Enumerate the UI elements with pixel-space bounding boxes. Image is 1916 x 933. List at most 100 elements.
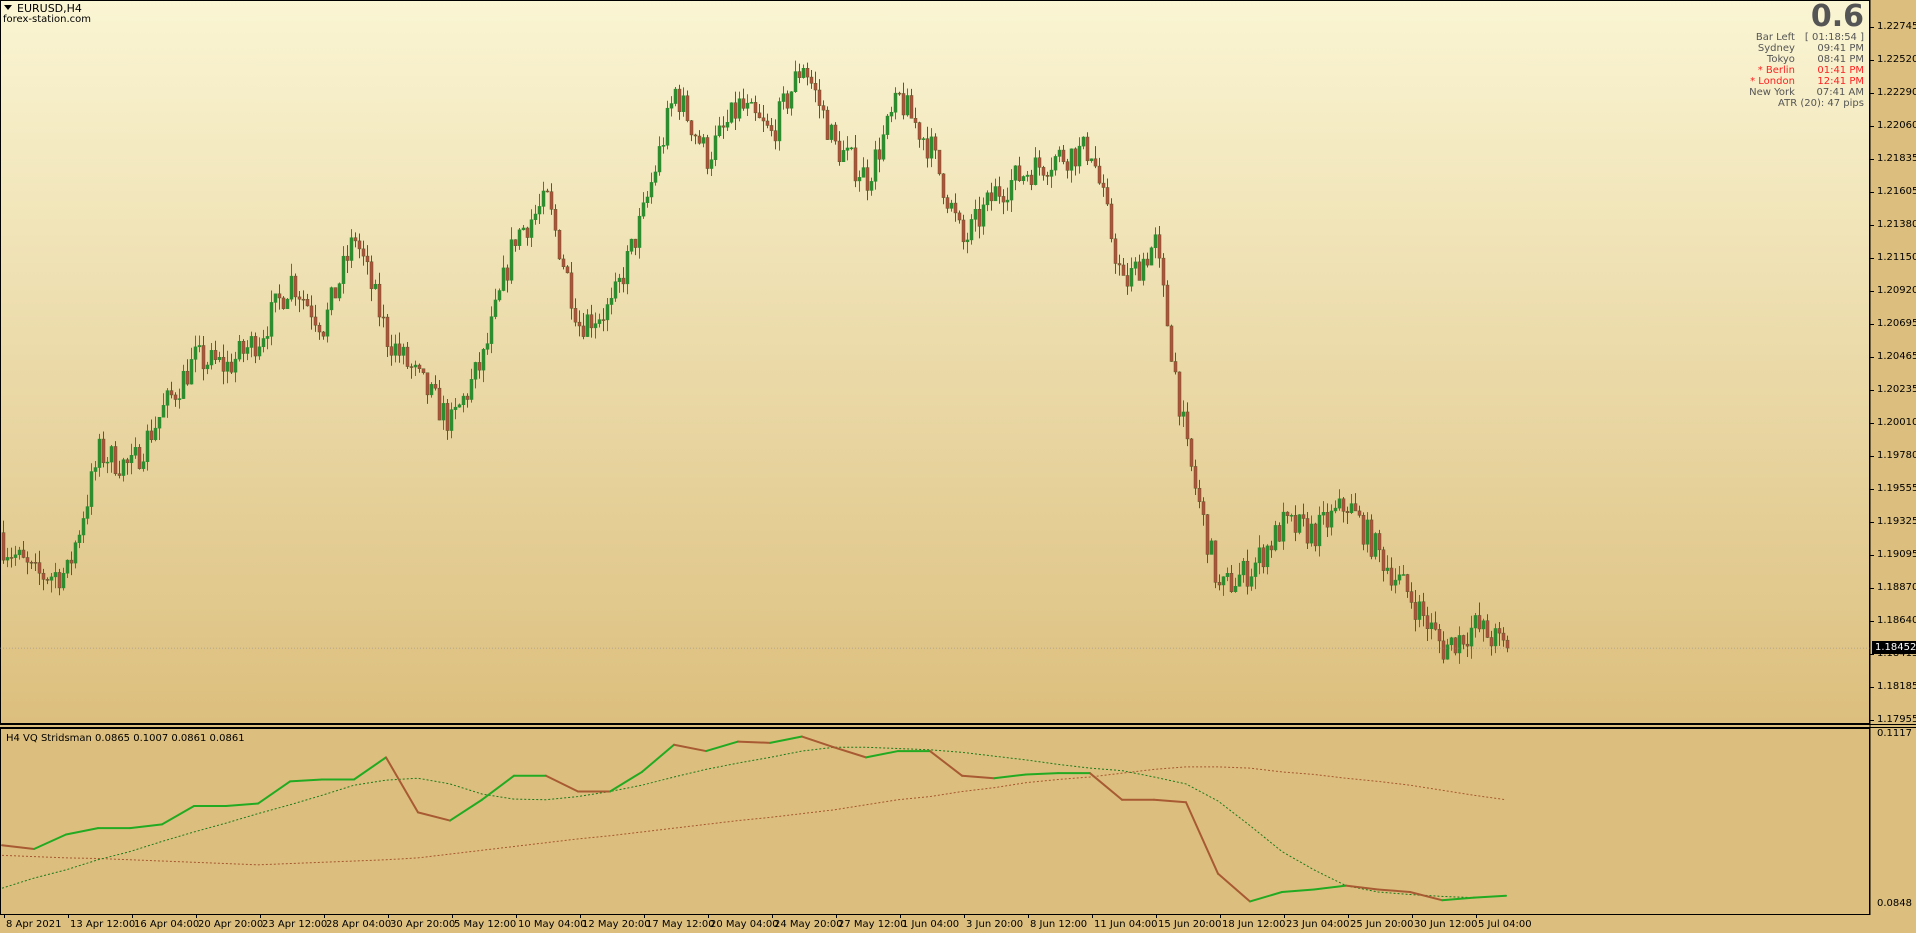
candle-bear <box>445 403 450 431</box>
candle-bear <box>977 208 982 227</box>
time-label: 8 Jun 12:00 <box>1030 919 1088 930</box>
dropdown-triangle-icon[interactable] <box>4 5 12 10</box>
candle-bull <box>873 149 878 182</box>
candle-bear <box>201 345 206 370</box>
candle-bull <box>653 171 658 183</box>
candle-bull <box>1069 148 1074 171</box>
vq-line-segment <box>161 805 195 826</box>
candle-bull <box>1009 180 1014 201</box>
indicator-label: H4 VQ Stridsman 0.0865 0.1007 0.0861 0.0… <box>6 733 245 744</box>
candle-bear <box>1485 620 1490 638</box>
candle-bear <box>353 237 358 242</box>
candle-bull <box>489 316 494 344</box>
candle-bull <box>1237 574 1242 587</box>
candle-bull <box>1445 644 1450 660</box>
candle-bear <box>1205 514 1210 555</box>
candle-bull <box>725 122 730 128</box>
candle-bear <box>1177 371 1182 417</box>
vq-line-segment <box>1217 872 1251 903</box>
pane-separator[interactable] <box>0 724 1916 728</box>
candle-bull <box>857 177 862 182</box>
candle-bull <box>509 239 514 281</box>
time-tick <box>1412 914 1413 918</box>
candle-bull <box>533 213 538 220</box>
candle-bull <box>289 275 294 300</box>
time-label: 5 May 12:00 <box>454 919 517 930</box>
candle-bear <box>281 297 286 309</box>
candle-bull <box>905 95 910 116</box>
price-label: 1.21150 <box>1877 252 1916 263</box>
candle-bull <box>745 102 750 109</box>
candle-bear <box>305 299 310 307</box>
candle-bear <box>253 336 258 357</box>
candle-bear <box>753 102 758 114</box>
vq-line-segment <box>609 770 643 793</box>
candle-bear <box>545 190 550 193</box>
candle-bear <box>345 255 350 261</box>
candle-bear <box>333 287 338 299</box>
candle-bull <box>973 208 978 220</box>
price-label: 1.21380 <box>1877 219 1916 230</box>
vq-line-segment <box>1473 894 1507 899</box>
time-label: 20 Apr 20:00 <box>198 919 264 930</box>
candle-bear <box>369 261 374 289</box>
candle-bear <box>677 88 682 112</box>
time-tick <box>324 914 325 918</box>
candle-bull <box>193 346 198 360</box>
candle-bear <box>601 319 606 321</box>
time-tick <box>1092 914 1093 918</box>
candle-bear <box>817 89 822 106</box>
candle-bear <box>41 572 46 580</box>
candle-bull <box>497 290 502 301</box>
candle-bear <box>1121 264 1126 276</box>
candle-bull <box>373 283 378 289</box>
candle-bull <box>729 102 734 123</box>
candle-bear <box>769 125 774 131</box>
candle-bear <box>553 209 558 231</box>
time-label: 27 May 12:00 <box>838 919 907 930</box>
candle-bull <box>449 409 454 431</box>
price-tick <box>1870 489 1874 490</box>
candle-bull <box>261 338 266 348</box>
candle-bear <box>953 202 958 214</box>
candle-bear <box>149 430 154 440</box>
candle-bear <box>1369 519 1374 557</box>
price-chart-pane[interactable] <box>0 0 1870 724</box>
candle-bull <box>325 309 330 337</box>
candle-bear <box>809 76 814 84</box>
candle-bull <box>669 103 674 109</box>
candle-bear <box>365 255 370 263</box>
time-label: 25 Jun 20:00 <box>1350 919 1414 930</box>
indicator-pane[interactable] <box>0 728 1870 915</box>
candle-bull <box>269 302 274 337</box>
candle-bear <box>505 267 510 281</box>
time-label: 8 Apr 2021 <box>6 919 62 930</box>
chart-title[interactable]: EURUSD,H4 <box>4 3 82 14</box>
candle-bull <box>709 159 714 169</box>
candle-bull <box>617 277 622 282</box>
candle-bull <box>1321 512 1326 516</box>
candle-bull <box>1393 579 1398 586</box>
candle-bear <box>297 296 302 300</box>
candle-bear <box>1497 628 1502 634</box>
candle-bear <box>1285 511 1290 516</box>
session-row: * Berlin 01:41 PM <box>1739 65 1864 76</box>
current-price-label: 1.18452 <box>1872 641 1916 654</box>
candle-bull <box>1473 615 1478 629</box>
candle-bear <box>573 308 578 323</box>
candle-bear <box>361 248 366 257</box>
candle-bear <box>169 390 174 396</box>
candle-bear <box>1313 523 1318 547</box>
session-table: Bar Left [ 01:18:54 ] Sydney 09:41 PM Tokyo 0… <box>1739 32 1864 98</box>
candle-bear <box>1425 615 1430 630</box>
vq-line-segment <box>1249 890 1283 903</box>
session-row: * London 12:41 PM <box>1739 76 1864 87</box>
time-tick <box>1028 914 1029 918</box>
candle-bull <box>793 71 798 92</box>
candle-bull <box>517 229 522 246</box>
candle-bear <box>389 346 394 356</box>
candle-bull <box>521 227 526 231</box>
candle-bull <box>81 518 86 536</box>
candle-bear <box>113 446 118 474</box>
indicator-axis-max: 0.1117 <box>1877 728 1912 739</box>
